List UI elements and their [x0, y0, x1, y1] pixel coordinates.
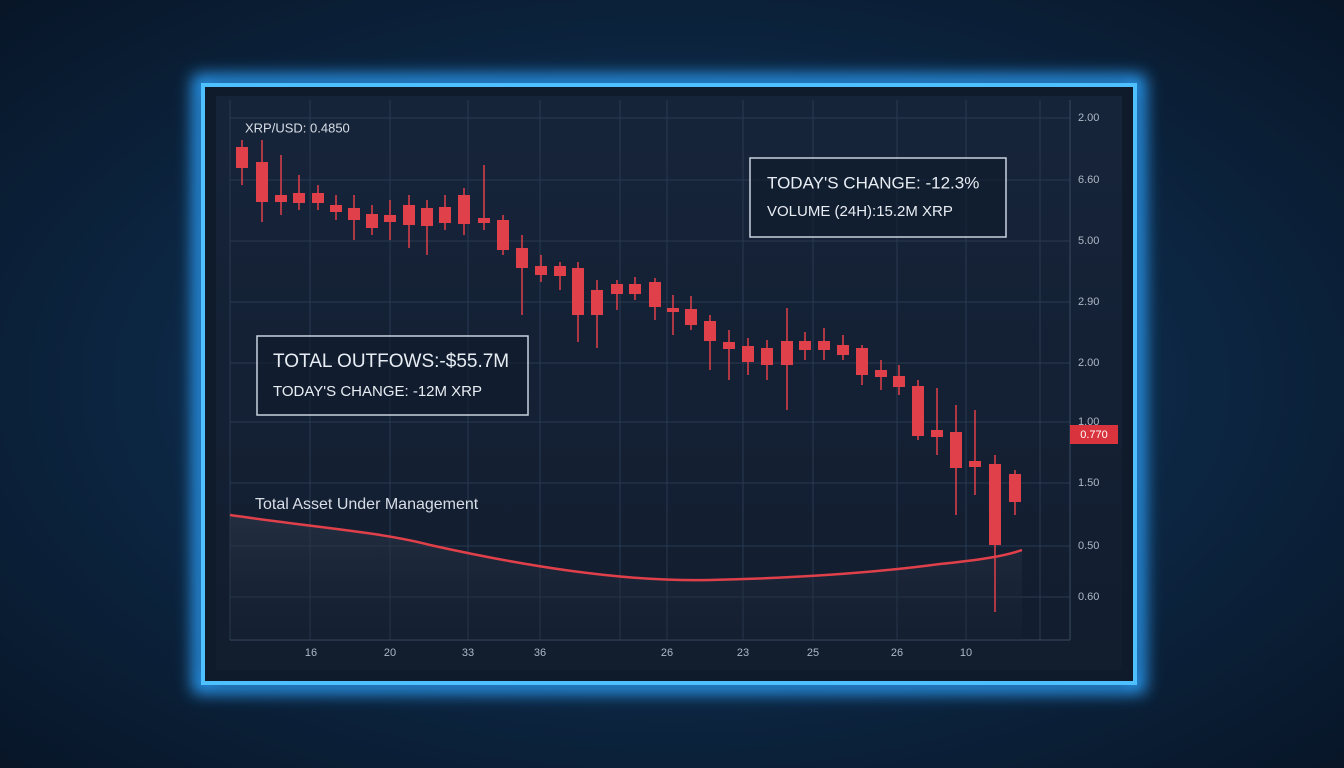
candle-body — [497, 220, 509, 250]
y-tick-label: 2.90 — [1078, 296, 1099, 308]
candle-body — [893, 376, 905, 387]
candle-body — [723, 342, 735, 349]
x-tick-label: 16 — [305, 647, 317, 659]
candle-body — [856, 348, 868, 375]
candle-body — [572, 268, 584, 315]
candle-body — [348, 208, 360, 220]
outflows-box — [256, 335, 529, 416]
candle-body — [421, 208, 433, 226]
candle-body — [704, 321, 716, 341]
x-tick-label: 25 — [807, 647, 819, 659]
candle-body — [403, 205, 415, 225]
candle-body — [458, 195, 470, 224]
candle-body — [275, 195, 287, 202]
price-label: XRP/USD: 0.4850 — [245, 120, 350, 135]
candle-body — [818, 341, 830, 350]
candle-body — [912, 386, 924, 436]
candle-body — [330, 205, 342, 212]
y-tick-label: 5.00 — [1078, 235, 1099, 247]
x-tick-label: 20 — [384, 647, 396, 659]
candle-body — [875, 370, 887, 377]
candle-body — [989, 464, 1001, 545]
candle-body — [685, 309, 697, 325]
stats-volume: VOLUME (24H):15.2M XRP — [767, 203, 953, 220]
x-tick-label: 10 — [960, 647, 972, 659]
y-tick-label: 1.00 — [1078, 416, 1099, 428]
frame-glow — [193, 75, 1145, 693]
candle-body — [969, 461, 981, 467]
y-tick-label: 0.50 — [1078, 540, 1099, 552]
candle-body — [1009, 474, 1021, 502]
candle-body — [554, 266, 566, 276]
y-tick-label: 2.00 — [1078, 357, 1099, 369]
x-tick-label: 26 — [661, 647, 673, 659]
price-tag: 0.770 — [1080, 429, 1108, 441]
candle-body — [478, 218, 490, 223]
candle-body — [629, 284, 641, 294]
y-axis: 2.00 6.60 5.00 2.90 2.00 1.00 1.50 0.50 0.60 — [1078, 112, 1099, 603]
y-tick-label: 0.60 — [1078, 591, 1099, 603]
candle-body — [649, 282, 661, 307]
aum-line — [229, 513, 1023, 582]
candle-body — [366, 214, 378, 228]
price-tag-bg — [1070, 425, 1118, 444]
stats-box — [749, 157, 1007, 238]
outflows-change: TODAY'S CHANGE: -12M XRP — [273, 383, 482, 400]
y-tick-label: 6.60 — [1078, 174, 1099, 186]
candle-body — [667, 308, 679, 312]
y-tick-label: 1.50 — [1078, 477, 1099, 489]
candle-body — [293, 193, 305, 203]
x-tick-label: 26 — [891, 647, 903, 659]
candle-body — [439, 207, 451, 223]
candle-body — [742, 346, 754, 362]
candle-body — [312, 193, 324, 203]
aum-label: Total Asset Under Management — [255, 496, 479, 513]
x-tick-label: 36 — [534, 647, 546, 659]
candles — [236, 140, 1021, 612]
candle-body — [611, 284, 623, 294]
candle-body — [384, 215, 396, 222]
x-tick-label: 33 — [462, 647, 474, 659]
candle-body — [931, 430, 943, 437]
candle-body — [761, 348, 773, 365]
candle-body — [837, 345, 849, 355]
x-axis: 16 20 33 36 26 23 25 26 10 — [305, 647, 972, 659]
candle-body — [591, 290, 603, 315]
candle-body — [236, 147, 248, 168]
candle-body — [950, 432, 962, 468]
candle-body — [256, 162, 268, 202]
outflows-total: TOTAL OUTFOWS:-$55.7M — [273, 351, 509, 372]
candle-body — [781, 341, 793, 365]
x-tick-label: 23 — [737, 647, 749, 659]
stats-change: TODAY'S CHANGE: -12.3% — [767, 173, 979, 192]
candle-body — [799, 341, 811, 350]
candle-body — [516, 248, 528, 268]
candle-body — [535, 266, 547, 275]
y-tick-label: 2.00 — [1078, 112, 1099, 124]
